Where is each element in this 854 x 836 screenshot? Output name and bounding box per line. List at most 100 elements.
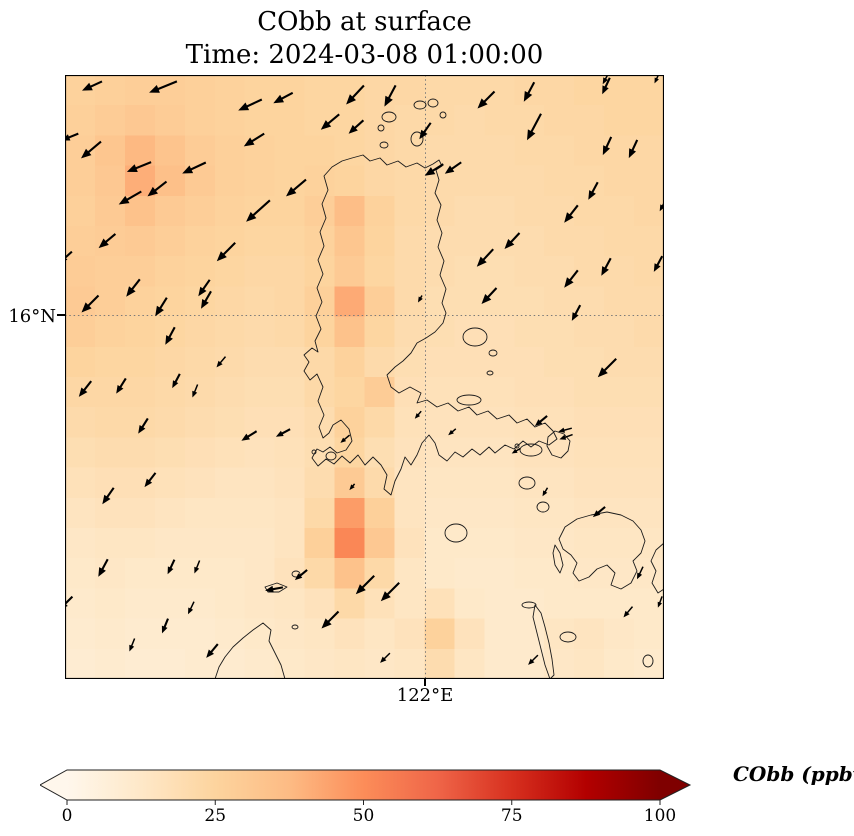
heat-cell [244, 437, 276, 469]
heat-cell [274, 286, 306, 318]
wind-arrow [273, 91, 294, 104]
heat-cell [604, 588, 635, 620]
axes-frame [65, 75, 664, 679]
wind-arrow [340, 434, 351, 443]
heat-cell [634, 648, 664, 679]
heat-cell [214, 648, 246, 679]
wind-arrow [444, 161, 462, 174]
heat-cell [424, 286, 455, 318]
heat-cell [154, 648, 186, 679]
heat-cell [244, 377, 276, 408]
wind-arrow [194, 560, 201, 574]
heat-cell [454, 528, 485, 559]
heat-cell [94, 648, 126, 679]
heat-cell [94, 588, 126, 620]
wind-arrow [78, 380, 93, 397]
heat-cell [364, 497, 395, 529]
heat-cell [484, 105, 515, 136]
heat-cell [214, 195, 246, 227]
wind-arrow [414, 410, 422, 419]
heat-cell [244, 588, 276, 620]
heat-cell [94, 226, 126, 257]
wind-arrow [216, 356, 227, 368]
heat-cell [65, 346, 96, 378]
heat-cell [214, 226, 246, 257]
heat-cell [484, 467, 515, 499]
wind-arrow [477, 90, 496, 109]
heat-cell [124, 648, 156, 679]
heat-cell [304, 467, 336, 499]
heat-cell [394, 316, 425, 348]
heat-cell [154, 377, 186, 408]
heat-cell [484, 316, 515, 348]
heat-cell [424, 105, 455, 136]
heat-cell [604, 407, 635, 438]
chart-title-block: CObb at surface Time: 2024-03-08 01:00:0… [65, 6, 664, 72]
wind-arrow [623, 606, 634, 618]
heat-cell [544, 316, 575, 348]
heat-cell [304, 618, 336, 650]
island-coastline [462, 327, 488, 347]
wind-arrow [98, 233, 117, 249]
heat-cell [574, 286, 605, 318]
wind-arrow [265, 585, 284, 593]
colorbar-label: CObb (ppbv) [733, 762, 854, 786]
heat-cell [154, 195, 186, 227]
heat-cell [154, 558, 186, 589]
heat-cell [394, 648, 425, 679]
island-coastline [410, 131, 424, 147]
wind-arrow [126, 161, 152, 172]
heat-cell [484, 497, 515, 529]
heat-cell [454, 497, 485, 529]
heat-cell [484, 377, 515, 408]
heat-cell [214, 75, 246, 106]
y-tick-mark [57, 314, 65, 316]
wind-arrow [116, 377, 127, 394]
heat-cell [124, 377, 156, 408]
heat-cell [454, 346, 485, 378]
wind-arrow [588, 181, 599, 200]
heat-cell [514, 256, 545, 287]
wind-arrow [216, 242, 236, 262]
wind-arrow [286, 178, 307, 197]
heat-cell [514, 528, 545, 559]
coastline [532, 604, 555, 679]
wind-arrow [476, 248, 494, 267]
heat-cell [124, 195, 156, 227]
heat-cell [244, 467, 276, 499]
heat-cell [334, 195, 365, 227]
heat-cell [514, 286, 545, 318]
wind-arrow [534, 415, 548, 427]
heat-cell [454, 618, 485, 650]
heat-cell [334, 165, 365, 197]
wind-arrow [653, 255, 664, 272]
heat-cell [124, 437, 156, 469]
heat-cell [544, 226, 575, 257]
wind-arrow [82, 80, 103, 91]
heat-cell [574, 226, 605, 257]
island-coastline [519, 443, 543, 457]
heat-cell [364, 618, 395, 650]
heat-cell [304, 407, 336, 438]
wind-arrow [504, 232, 521, 249]
heat-cell [574, 528, 605, 559]
heat-cell [484, 135, 515, 167]
wind-arrow [523, 81, 536, 102]
heat-cell [94, 346, 126, 378]
island-coastline [518, 476, 536, 490]
heat-cell [634, 618, 664, 650]
wind-arrow [243, 132, 265, 147]
island-coastline [291, 570, 301, 578]
heat-cell [514, 316, 545, 348]
heat-cell [65, 286, 96, 318]
heat-cell [184, 75, 216, 106]
heat-cell [544, 407, 575, 438]
map-plot-area [65, 75, 664, 679]
heat-cell [244, 256, 276, 287]
heat-cell [484, 618, 515, 650]
heat-cell [65, 618, 96, 650]
heat-cell [514, 165, 545, 197]
heat-cell [544, 467, 575, 499]
heat-cell [304, 437, 336, 469]
heat-cell [334, 286, 365, 318]
